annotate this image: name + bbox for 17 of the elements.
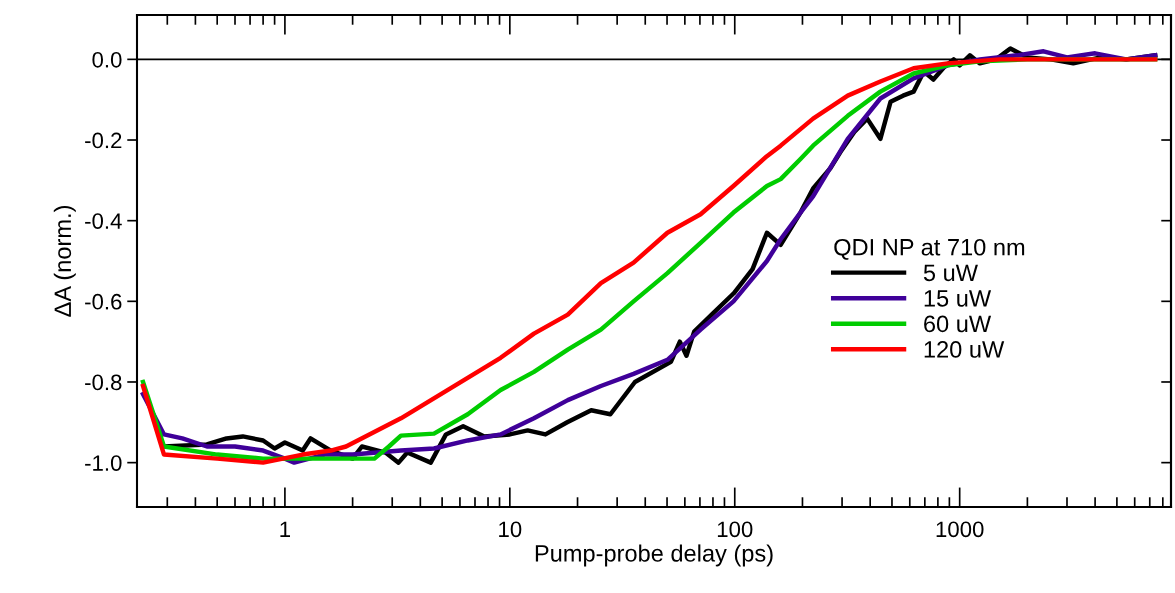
legend-title: QDI NP at 710 nm bbox=[834, 238, 1025, 260]
y-axis-title: ΔA (norm.) bbox=[53, 206, 76, 317]
x-axis-title: Pump-probe delay (ps) bbox=[535, 544, 773, 567]
legend-label: 15 uW bbox=[924, 290, 992, 307]
y-tick-label: -1.0 bbox=[85, 455, 122, 471]
x-tick-label: 100 bbox=[717, 521, 753, 538]
y-tick-label: -0.4 bbox=[85, 213, 122, 229]
legend-label: 5 uW bbox=[923, 264, 978, 282]
x-tick-label: 1 bbox=[280, 521, 290, 537]
y-tick-label: -0.6 bbox=[85, 293, 122, 310]
y-tick-label: 0.0 bbox=[92, 51, 122, 68]
x-tick-label: 10 bbox=[499, 521, 522, 538]
legend-label: 60 uW bbox=[924, 315, 992, 333]
y-tick-label: -0.8 bbox=[85, 374, 122, 391]
legend-label: 120 uW bbox=[924, 341, 1005, 358]
x-tick-label: 1000 bbox=[936, 521, 984, 538]
y-tick-label: -0.2 bbox=[85, 132, 122, 149]
